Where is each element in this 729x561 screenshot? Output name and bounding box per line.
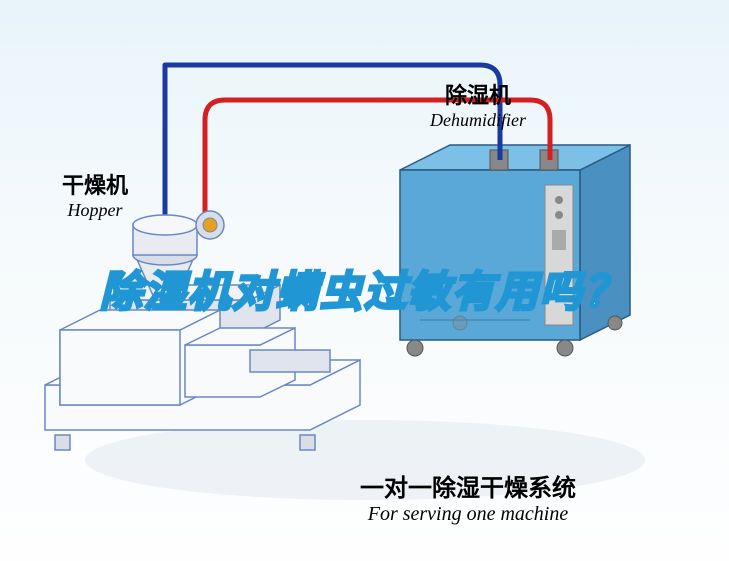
overlay-question: 除湿机对螨虫过敏有用吗？ (100, 258, 628, 319)
hopper-label-cn: 干燥机 (62, 168, 128, 200)
extruder-machine (45, 310, 360, 450)
system-label-en: For serving one machine (360, 503, 576, 526)
dehumidifier-unit (400, 145, 630, 356)
dehumidifier-label: 除湿机 Dehumidifier (430, 78, 526, 131)
hopper-label-en: Hopper (62, 200, 128, 221)
system-label-cn: 一对一除湿干燥系统 (360, 468, 576, 503)
dehumidifier-label-en: Dehumidifier (430, 110, 526, 131)
dehumidifier-label-cn: 除湿机 (430, 78, 526, 110)
system-label: 一对一除湿干燥系统 For serving one machine (360, 468, 576, 526)
hopper-label: 干燥机 Hopper (62, 168, 128, 221)
